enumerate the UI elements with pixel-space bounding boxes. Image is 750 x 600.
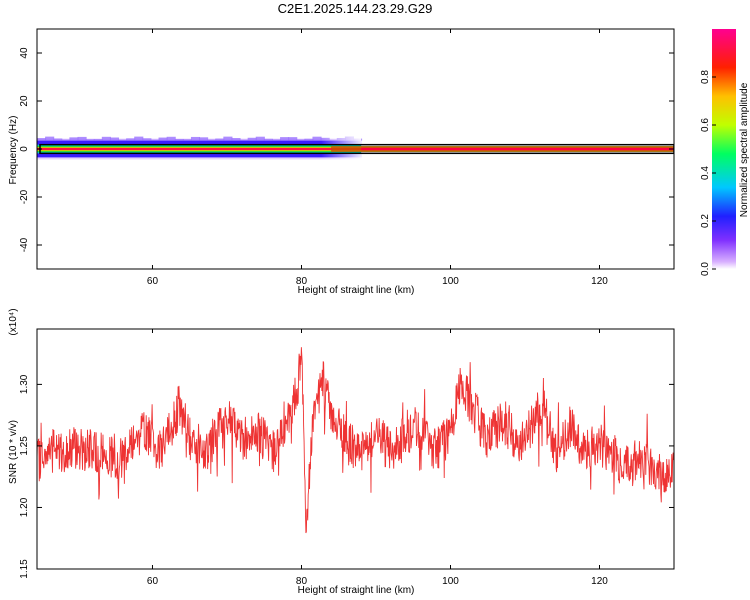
- snr-y-multiplier: (x10⁴): [8, 308, 19, 335]
- snr-y-axis-label: SNR (10 * v/v): [8, 420, 19, 484]
- spectral-edge: [304, 138, 314, 141]
- spectral-edge: [69, 137, 79, 141]
- spectrogram-x-tick-label: 80: [296, 276, 308, 287]
- snr-x-axis-label: Height of straight line (km): [298, 585, 415, 596]
- spectrogram-y-tick-label: 20: [19, 95, 30, 107]
- spectral-core-right-red: [361, 147, 674, 151]
- spectrogram-x-tick-label: 100: [442, 276, 459, 287]
- chart-title: C2E1.2025.144.23.29.G29: [277, 1, 433, 16]
- spectral-edge: [109, 137, 120, 141]
- spectral-edge: [85, 139, 95, 141]
- colorbar-tick-label: 0.2: [700, 214, 711, 228]
- colorbar-tick-label: 0.4: [700, 166, 711, 180]
- snr-y-tick-label: 1.30: [19, 374, 30, 394]
- spectral-edge: [190, 136, 201, 141]
- spectrogram-x-tick-label: 60: [147, 276, 159, 287]
- spectral-edge: [126, 138, 136, 141]
- snr-series-line: [37, 347, 674, 534]
- spectral-edge: [312, 136, 322, 141]
- spectral-edge: [223, 136, 233, 141]
- spectral-edge: [45, 136, 55, 141]
- spectral-edge: [158, 137, 168, 141]
- spectrogram-x-tick-label: 120: [591, 276, 608, 287]
- snr-x-tick-label: 120: [591, 576, 608, 587]
- spectral-edge: [101, 136, 111, 141]
- spectral-edge: [231, 138, 241, 141]
- snr-y-tick-label: 1.25: [19, 436, 30, 456]
- spectrogram-y-tick-label: 0: [19, 146, 30, 152]
- spectral-edge: [142, 138, 152, 141]
- spectral-edge: [134, 136, 144, 141]
- spectrogram-y-axis-label: Frequency (Hz): [8, 116, 19, 185]
- snr-y-tick-label: 1.20: [19, 497, 30, 517]
- snr-frame: [36, 328, 675, 570]
- spectral-edge: [118, 139, 128, 141]
- spectrogram-x-axis-label: Height of straight line (km): [298, 285, 415, 296]
- spectrogram-y-tick-label: 40: [19, 47, 30, 59]
- spectral-edge: [93, 139, 103, 141]
- spectral-edge: [77, 136, 87, 141]
- colorbar-tick-label: 0.0: [700, 262, 711, 276]
- spectral-edge: [53, 138, 63, 141]
- spectral-edge: [150, 139, 160, 141]
- colorbar-tick-label: 0.8: [700, 70, 711, 84]
- spectral-edge: [280, 137, 290, 141]
- snr-y-tick-label: 1.15: [19, 559, 30, 579]
- spectral-edge: [239, 139, 249, 141]
- spectral-edge: [199, 137, 209, 141]
- spectral-edge: [207, 139, 217, 141]
- spectral-edge: [166, 136, 176, 141]
- snr-x-tick-label: 60: [147, 576, 159, 587]
- spectral-edge: [61, 139, 71, 141]
- snr-x-tick-label: 80: [296, 576, 308, 587]
- spectral-edge: [271, 139, 282, 141]
- colorbar-gradient: [712, 29, 736, 269]
- spectral-edge: [174, 138, 184, 141]
- colorbar: 0.0 0.2 0.4 0.6 0.8 Normalized spectral ampl…: [700, 29, 750, 276]
- spectrogram-y-tick-label: -40: [19, 237, 30, 252]
- spectrogram-y-tick-label: -20: [19, 189, 30, 204]
- spectral-edge: [215, 138, 225, 141]
- spectral-edge: [37, 138, 47, 141]
- spectral-edge: [263, 138, 273, 141]
- colorbar-tick-label: 0.6: [700, 118, 711, 132]
- spectral-edge: [288, 137, 298, 141]
- spectral-edge: [182, 139, 192, 141]
- colorbar-label: Normalized spectral amplitude: [739, 82, 750, 217]
- spectral-edge: [247, 137, 257, 141]
- spectral-edge: [255, 136, 265, 141]
- spectrogram-panel: 60 80 100 120 -40 -20 0 20 40 Height of straigh…: [8, 28, 675, 296]
- snr-x-tick-label: 100: [442, 576, 459, 587]
- spectral-edge: [296, 139, 306, 141]
- snr-panel: 60 80 100 120 1.15 1.20 1.25 1.30 Height of st…: [8, 308, 675, 596]
